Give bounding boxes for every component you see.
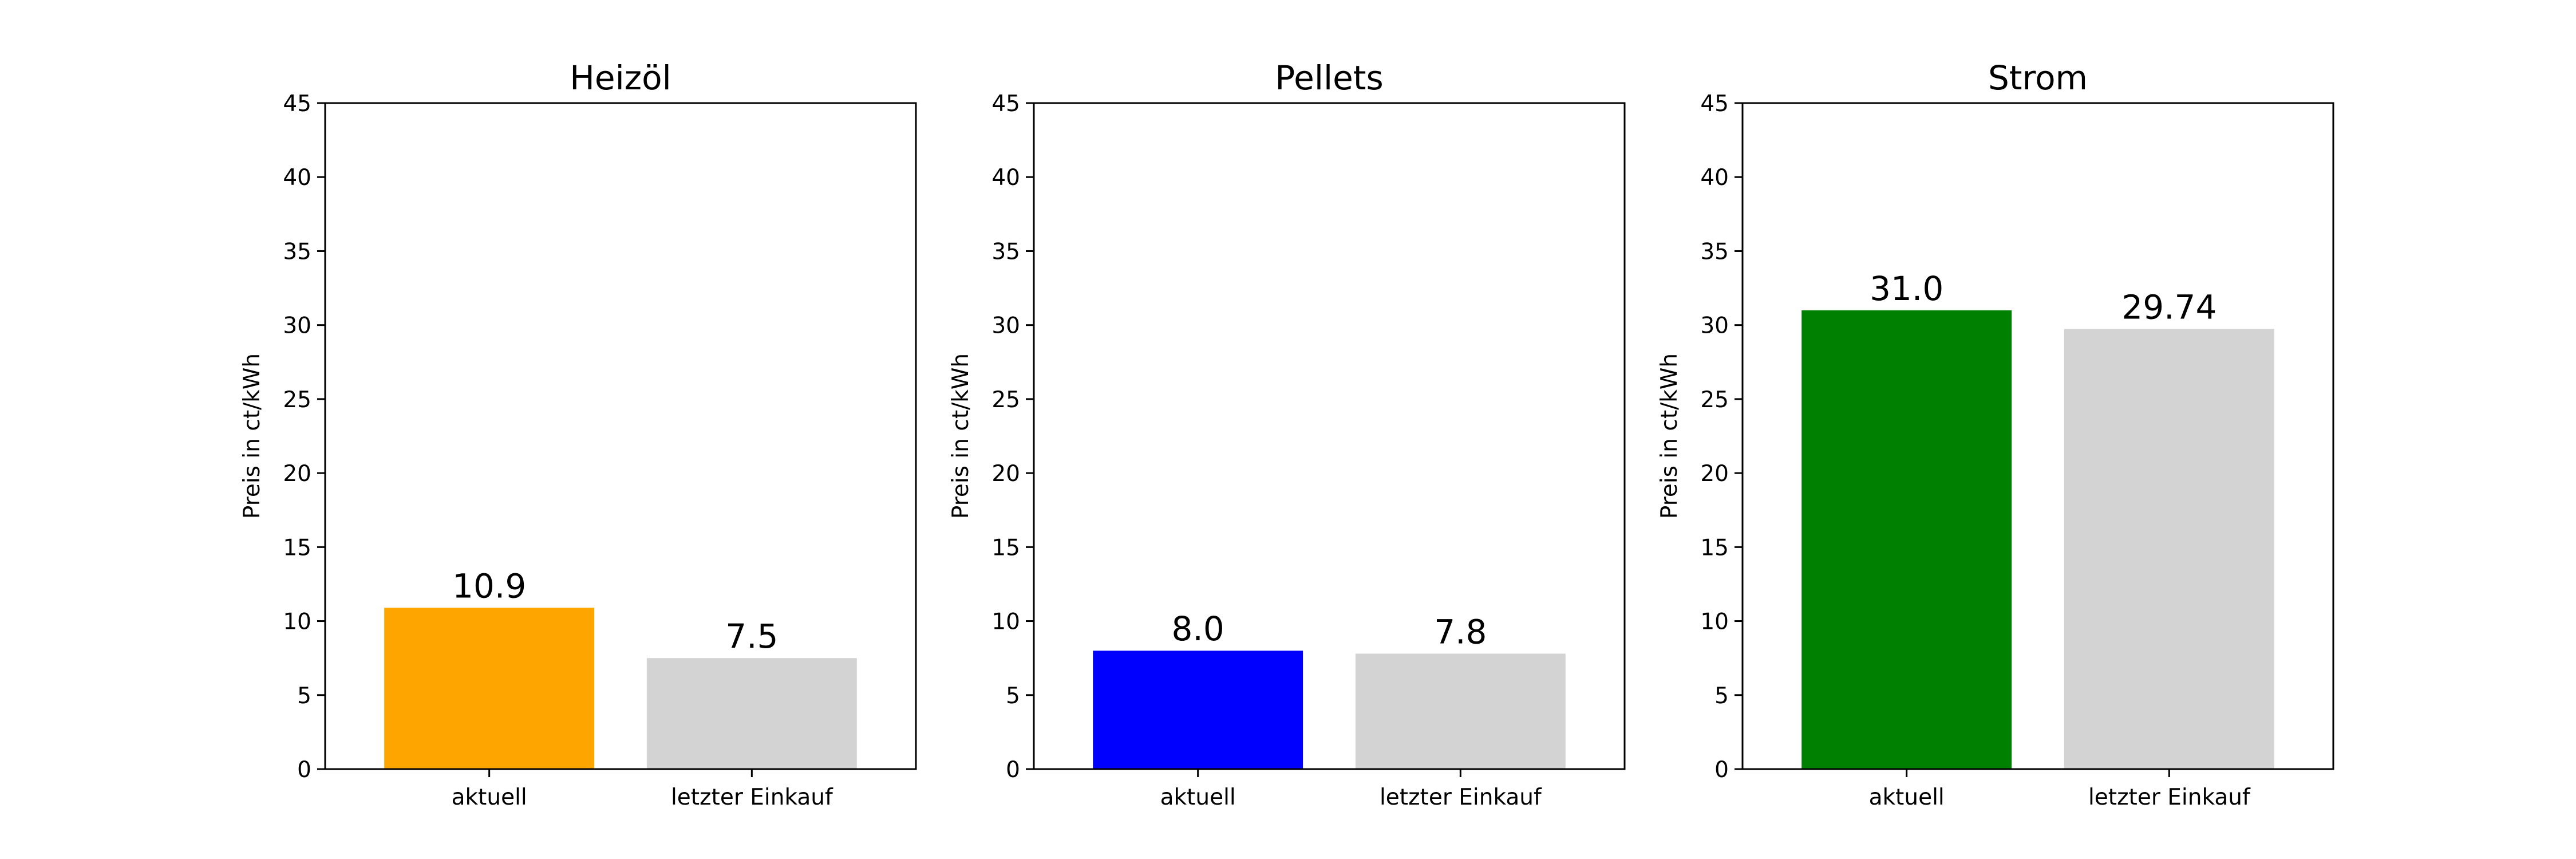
y-tick-label: 35: [991, 239, 1020, 265]
chart-title: Strom: [1988, 58, 2088, 97]
bar-aktuell: [1801, 310, 2012, 769]
y-tick-label: 0: [1006, 757, 1020, 783]
y-tick-label: 45: [991, 91, 1020, 117]
y-axis-label: Preis in ct/kWh: [948, 353, 974, 519]
bar-letzter-einkauf: [646, 658, 857, 769]
y-tick-label: 5: [1714, 683, 1729, 709]
chart-panel-1: Heizöl Preis in ct/kWh 0 5 10 15 20 25 30 35 40 45 1…: [239, 58, 917, 810]
y-tick-label: 45: [1700, 91, 1729, 117]
y-axis-label: Preis in ct/kWh: [239, 353, 265, 519]
x-tick-label: aktuell: [1869, 785, 1945, 810]
bar-aktuell: [384, 608, 595, 769]
y-tick-label: 15: [283, 535, 311, 561]
y-tick-label: 40: [283, 165, 311, 191]
y-tick-label: 10: [1700, 609, 1729, 635]
bar-value-label: 7.8: [1434, 612, 1487, 651]
y-tick-label: 0: [297, 757, 311, 783]
bar-value-label: 29.74: [2121, 287, 2217, 326]
bar-letzter-einkauf: [1355, 653, 1566, 769]
y-tick-label: 30: [283, 313, 311, 339]
y-tick-label: 0: [1714, 757, 1729, 783]
y-tick-label: 45: [283, 91, 311, 117]
y-tick-label: 20: [1700, 461, 1729, 487]
x-tick-label: aktuell: [1160, 785, 1236, 810]
axes-frame: [324, 102, 917, 770]
y-tick-label: 30: [1700, 313, 1729, 339]
y-tick-label: 25: [1700, 387, 1729, 413]
bar-aktuell: [1093, 651, 1303, 769]
y-tick-label: 35: [1700, 239, 1729, 265]
y-tick-label: 40: [1700, 165, 1729, 191]
y-tick-label: 20: [283, 461, 311, 487]
y-tick-label: 10: [991, 609, 1020, 635]
axes-frame: [1033, 102, 1626, 770]
x-tick-label: letzter Einkauf: [2088, 785, 2251, 810]
chart-panel-2: Pellets Preis in ct/kWh 0 5 10 15 20 25 30 35 40 45…: [948, 58, 1626, 810]
bar-value-label: 7.5: [725, 617, 778, 656]
y-tick-label: 35: [283, 239, 311, 265]
bar-value-label: 31.0: [1870, 269, 1943, 308]
y-tick-label: 15: [1700, 535, 1729, 561]
y-tick-label: 5: [297, 683, 311, 709]
y-tick-label: 40: [991, 165, 1020, 191]
y-tick-label: 25: [991, 387, 1020, 413]
x-tick-label: aktuell: [452, 785, 527, 810]
y-axis-label: Preis in ct/kWh: [1657, 353, 1682, 519]
y-tick-label: 20: [991, 461, 1020, 487]
y-tick-label: 25: [283, 387, 311, 413]
chart-title: Heizöl: [570, 58, 671, 97]
axes-frame: [1741, 102, 2334, 770]
bar-value-label: 10.9: [452, 566, 526, 605]
chart-title: Pellets: [1275, 58, 1383, 97]
x-tick-label: letzter Einkauf: [1380, 785, 1542, 810]
x-tick-label: letzter Einkauf: [671, 785, 833, 810]
bar-value-label: 8.0: [1172, 609, 1224, 648]
y-tick-label: 30: [991, 313, 1020, 339]
chart-panel-3: Strom Preis in ct/kWh 0 5 10 15 20 25 30 35 40 45 31…: [1657, 58, 2334, 810]
y-tick-label: 15: [991, 535, 1020, 561]
y-tick-label: 10: [283, 609, 311, 635]
bar-letzter-einkauf: [2064, 329, 2274, 769]
y-tick-label: 5: [1006, 683, 1020, 709]
